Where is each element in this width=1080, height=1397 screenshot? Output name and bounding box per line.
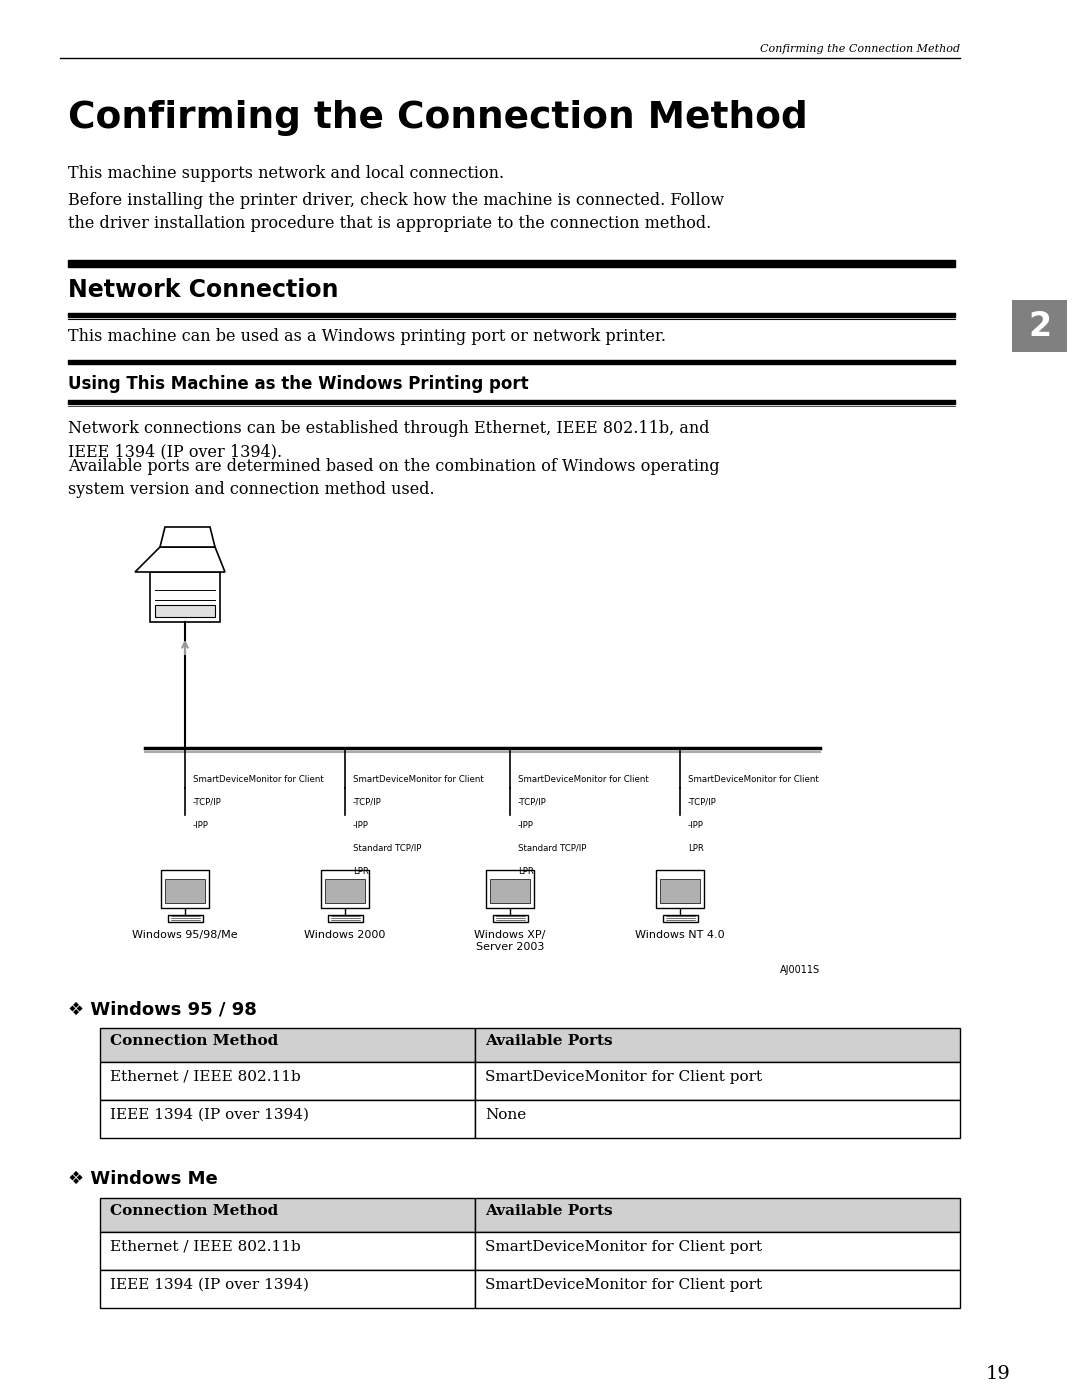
Text: SmartDeviceMonitor for Client port: SmartDeviceMonitor for Client port: [485, 1278, 762, 1292]
Bar: [475, 1062, 960, 1099]
Bar: [1012, 300, 1067, 352]
Text: ❖ Windows 95 / 98: ❖ Windows 95 / 98: [68, 1000, 257, 1018]
Text: This machine supports network and local connection.: This machine supports network and local …: [68, 165, 504, 182]
Text: SmartDeviceMonitor for Client
 
-TCP/IP
 
-IPP
 
Standard TCP/IP
 
LPR: SmartDeviceMonitor for Client -TCP/IP -I…: [353, 775, 484, 876]
Bar: [161, 870, 210, 908]
Bar: [475, 1199, 960, 1232]
Bar: [327, 915, 363, 922]
Text: ❖ Windows Me: ❖ Windows Me: [68, 1171, 218, 1187]
Bar: [100, 1232, 475, 1270]
Bar: [475, 1028, 960, 1062]
Text: AJ0011S: AJ0011S: [780, 965, 820, 975]
Bar: [167, 915, 203, 922]
Text: Available ports are determined based on the combination of Windows operating
sys: Available ports are determined based on …: [68, 458, 719, 499]
Bar: [165, 879, 205, 902]
Bar: [660, 879, 700, 902]
Bar: [486, 870, 534, 908]
Text: SmartDeviceMonitor for Client
 
-TCP/IP
 
-IPP
 
LPR: SmartDeviceMonitor for Client -TCP/IP -I…: [688, 775, 819, 852]
Bar: [475, 1270, 960, 1308]
Text: 2: 2: [1028, 310, 1051, 342]
Text: 19: 19: [985, 1365, 1010, 1383]
Bar: [100, 1270, 475, 1308]
Text: Ethernet / IEEE 802.11b: Ethernet / IEEE 802.11b: [110, 1241, 300, 1255]
Text: Confirming the Connection Method: Confirming the Connection Method: [68, 101, 808, 136]
Text: SmartDeviceMonitor for Client port: SmartDeviceMonitor for Client port: [485, 1070, 762, 1084]
Text: Network connections can be established through Ethernet, IEEE 802.11b, and
IEEE : Network connections can be established t…: [68, 420, 710, 461]
Text: Ethernet / IEEE 802.11b: Ethernet / IEEE 802.11b: [110, 1070, 300, 1084]
Bar: [490, 879, 530, 902]
Text: Confirming the Connection Method: Confirming the Connection Method: [760, 43, 960, 54]
Bar: [475, 1099, 960, 1139]
Text: SmartDeviceMonitor for Client
 
-TCP/IP
 
-IPP: SmartDeviceMonitor for Client -TCP/IP -I…: [193, 775, 324, 830]
Polygon shape: [135, 548, 225, 571]
Text: Windows 95/98/Me: Windows 95/98/Me: [132, 930, 238, 940]
Text: Before installing the printer driver, check how the machine is connected. Follow: Before installing the printer driver, ch…: [68, 191, 724, 232]
Bar: [321, 870, 369, 908]
Text: IEEE 1394 (IP over 1394): IEEE 1394 (IP over 1394): [110, 1108, 309, 1122]
Text: Windows 2000: Windows 2000: [305, 930, 386, 940]
Text: Windows XP/
Server 2003: Windows XP/ Server 2003: [474, 930, 545, 953]
Text: Using This Machine as the Windows Printing port: Using This Machine as the Windows Printi…: [68, 374, 528, 393]
Text: Network Connection: Network Connection: [68, 278, 338, 302]
Bar: [475, 1232, 960, 1270]
Text: Available Ports: Available Ports: [485, 1034, 612, 1048]
Bar: [662, 915, 698, 922]
Bar: [100, 1199, 475, 1232]
Bar: [100, 1028, 475, 1062]
Polygon shape: [160, 527, 215, 548]
Bar: [100, 1099, 475, 1139]
Bar: [656, 870, 704, 908]
Bar: [156, 605, 215, 617]
Text: None: None: [485, 1108, 526, 1122]
Text: SmartDeviceMonitor for Client port: SmartDeviceMonitor for Client port: [485, 1241, 762, 1255]
Text: IEEE 1394 (IP over 1394): IEEE 1394 (IP over 1394): [110, 1278, 309, 1292]
Text: Available Ports: Available Ports: [485, 1204, 612, 1218]
Text: This machine can be used as a Windows printing port or network printer.: This machine can be used as a Windows pr…: [68, 328, 666, 345]
Text: Windows NT 4.0: Windows NT 4.0: [635, 930, 725, 940]
Text: Connection Method: Connection Method: [110, 1034, 279, 1048]
Bar: [150, 571, 220, 622]
Bar: [492, 915, 527, 922]
Bar: [100, 1062, 475, 1099]
Text: Connection Method: Connection Method: [110, 1204, 279, 1218]
Text: SmartDeviceMonitor for Client
 
-TCP/IP
 
-IPP
 
Standard TCP/IP
 
LPR: SmartDeviceMonitor for Client -TCP/IP -I…: [518, 775, 649, 876]
Bar: [325, 879, 365, 902]
